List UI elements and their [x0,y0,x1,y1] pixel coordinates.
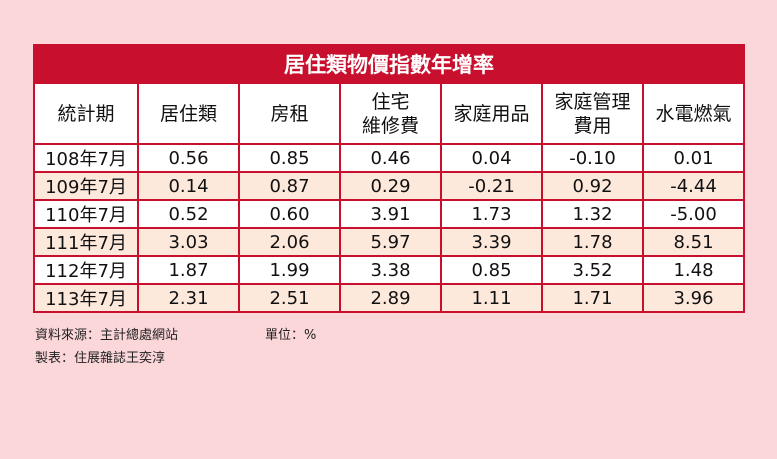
header-row: 統計期 居住類 房租 住宅 維修費 家庭用品 家庭管理 費用 水電燃氣 [33,82,746,145]
value-cell: 0.46 [339,143,442,173]
value-cell: 1.99 [238,255,341,285]
table: 居住類物價指數年增率 統計期 居住類 房租 住宅 維修費 家庭用品 家庭管理 費用 水電燃氣 10… [32,44,746,313]
value-cell: 3.91 [339,199,442,229]
header-text: 居住類 [159,102,217,125]
value-cell: 0.29 [339,171,442,201]
value-cell: 0.60 [238,199,341,229]
data-row: 109年7月 0.14 0.87 0.29 -0.21 0.92 -4.44 [33,171,746,201]
value-cell: 3.52 [541,255,644,285]
period-cell: 110年7月 [33,199,139,229]
table-title: 居住類物價指數年增率 [32,44,746,84]
value-cell: 3.96 [641,283,746,313]
header-cell: 家庭用品 [440,82,543,145]
header-text: 房租 [270,102,309,125]
header-cell: 居住類 [137,82,240,145]
value-cell: 2.31 [137,283,240,313]
header-text: 維修費 [361,114,419,137]
header-text: 住宅 [371,90,410,113]
header-text: 水電燃氣 [655,102,732,125]
header-text: 家庭用品 [453,102,530,125]
value-cell: 0.56 [137,143,240,173]
value-cell: 0.92 [541,171,644,201]
period-cell: 108年7月 [33,143,139,173]
value-cell: 0.85 [440,255,543,285]
header-cell: 統計期 [33,82,139,145]
value-cell: 2.51 [238,283,341,313]
value-cell: 8.51 [641,227,746,257]
value-cell: -4.44 [641,171,746,201]
period-cell: 113年7月 [33,283,139,313]
author-note: 製表：住展雜誌王奕淳 [35,351,166,366]
value-cell: 3.38 [339,255,442,285]
data-row: 111年7月 3.03 2.06 5.97 3.39 1.78 8.51 [33,227,746,257]
value-cell: 3.39 [440,227,543,257]
value-cell: -5.00 [641,199,746,229]
value-cell: -0.10 [541,143,644,173]
value-cell: 0.52 [137,199,240,229]
value-cell: 1.78 [541,227,644,257]
value-cell: 3.03 [137,227,240,257]
value-cell: 0.04 [440,143,543,173]
unit-note: 單位：% [265,328,317,343]
data-row: 110年7月 0.52 0.60 3.91 1.73 1.32 -5.00 [33,199,746,229]
period-cell: 112年7月 [33,255,139,285]
period-cell: 111年7月 [33,227,139,257]
value-cell: -0.21 [440,171,543,201]
data-row: 113年7月 2.31 2.51 2.89 1.11 1.71 3.96 [33,283,746,313]
value-cell: 1.32 [541,199,644,229]
period-cell: 109年7月 [33,171,139,201]
value-cell: 1.48 [641,255,746,285]
data-row: 108年7月 0.56 0.85 0.46 0.04 -0.10 0.01 [33,143,746,173]
header-text: 費用 [573,114,612,137]
value-cell: 2.89 [339,283,442,313]
value-cell: 0.87 [238,171,341,201]
value-cell: 0.14 [137,171,240,201]
value-cell: 1.87 [137,255,240,285]
value-cell: 2.06 [238,227,341,257]
value-cell: 1.73 [440,199,543,229]
source-note: 資料來源：主計總處網站 [35,328,179,343]
value-cell: 1.11 [440,283,543,313]
value-cell: 0.01 [641,143,746,173]
header-cell: 房租 [238,82,341,145]
header-cell: 家庭管理 費用 [541,82,644,145]
header-cell: 水電燃氣 [641,82,746,145]
header-text: 家庭管理 [554,90,631,113]
value-cell: 1.71 [541,283,644,313]
value-cell: 5.97 [339,227,442,257]
header-text: 統計期 [57,102,115,125]
value-cell: 0.85 [238,143,341,173]
header-cell: 住宅 維修費 [339,82,442,145]
data-row: 112年7月 1.87 1.99 3.38 0.85 3.52 1.48 [33,255,746,285]
